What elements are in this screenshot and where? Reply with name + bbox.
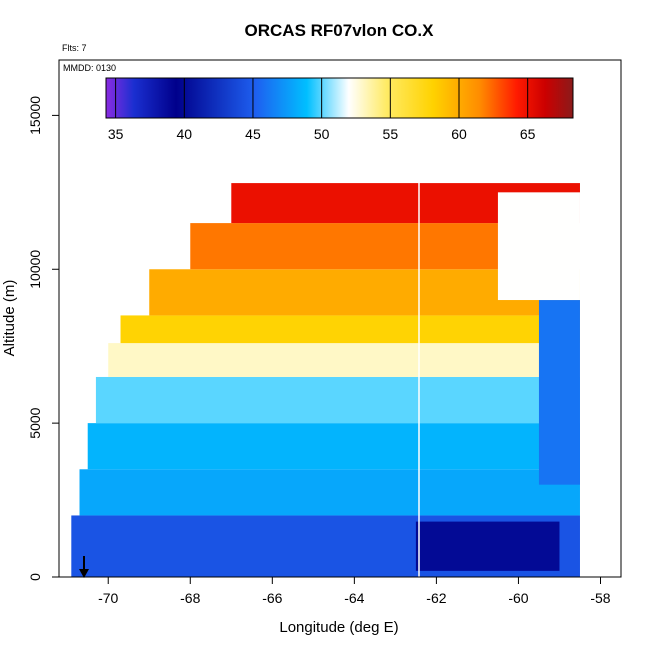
x-axis-label: Longitude (deg E) — [279, 619, 398, 636]
colorbar-gradient — [105, 77, 574, 119]
heatmap-layer — [71, 183, 580, 577]
y-tick-label-0: 0 — [27, 573, 43, 581]
down-arrow-icon — [79, 556, 89, 578]
heat-cell-11 — [497, 192, 580, 301]
x-tick-label-3: -64 — [344, 590, 364, 606]
heat-cell-1 — [79, 469, 580, 516]
heat-cell-10 — [538, 300, 580, 485]
heat-cell-5 — [120, 315, 580, 344]
x-tick-label-0: -70 — [98, 590, 118, 606]
y-tick-label-2: 10000 — [27, 250, 43, 289]
colorbar-tick-label-2: 45 — [245, 126, 261, 142]
y-axis: 0 5000 10000 15000 — [27, 96, 59, 581]
chart-title: ORCAS RF07vlon CO.X — [245, 21, 435, 40]
colorbar-tick-label-1: 40 — [177, 126, 193, 142]
colorbar-tick-label-5: 60 — [451, 126, 467, 142]
y-tick-label-3: 15000 — [27, 96, 43, 135]
heat-cell-4 — [108, 343, 580, 377]
x-tick-label-1: -68 — [180, 590, 200, 606]
y-tick-label-1: 5000 — [27, 407, 43, 438]
colorbar-tick-label-4: 55 — [383, 126, 399, 142]
x-tick-label-2: -66 — [262, 590, 282, 606]
colorbar-tick-label-0: 35 — [108, 126, 124, 142]
colorbar-tick-label-6: 65 — [520, 126, 536, 142]
heat-cell-9 — [415, 521, 560, 571]
x-axis: -70 -68 -66 -64 -62 -60 -58 — [98, 577, 611, 606]
heat-cell-3 — [95, 376, 580, 424]
x-tick-label-5: -60 — [508, 590, 528, 606]
colorbar-tick-label-3: 50 — [314, 126, 330, 142]
colorbar: 35 40 45 50 55 60 65 — [105, 77, 574, 142]
date-annotation: MMDD: 0130 — [63, 63, 116, 73]
y-axis-label: Altitude (m) — [1, 280, 18, 357]
heat-cell-2 — [87, 423, 580, 470]
x-tick-label-6: -58 — [590, 590, 610, 606]
x-tick-label-4: -62 — [426, 590, 446, 606]
flights-annotation: Flts: 7 — [62, 43, 87, 53]
plot-frame — [58, 59, 622, 578]
colorbar-ticks: 35 40 45 50 55 60 65 — [108, 78, 536, 142]
